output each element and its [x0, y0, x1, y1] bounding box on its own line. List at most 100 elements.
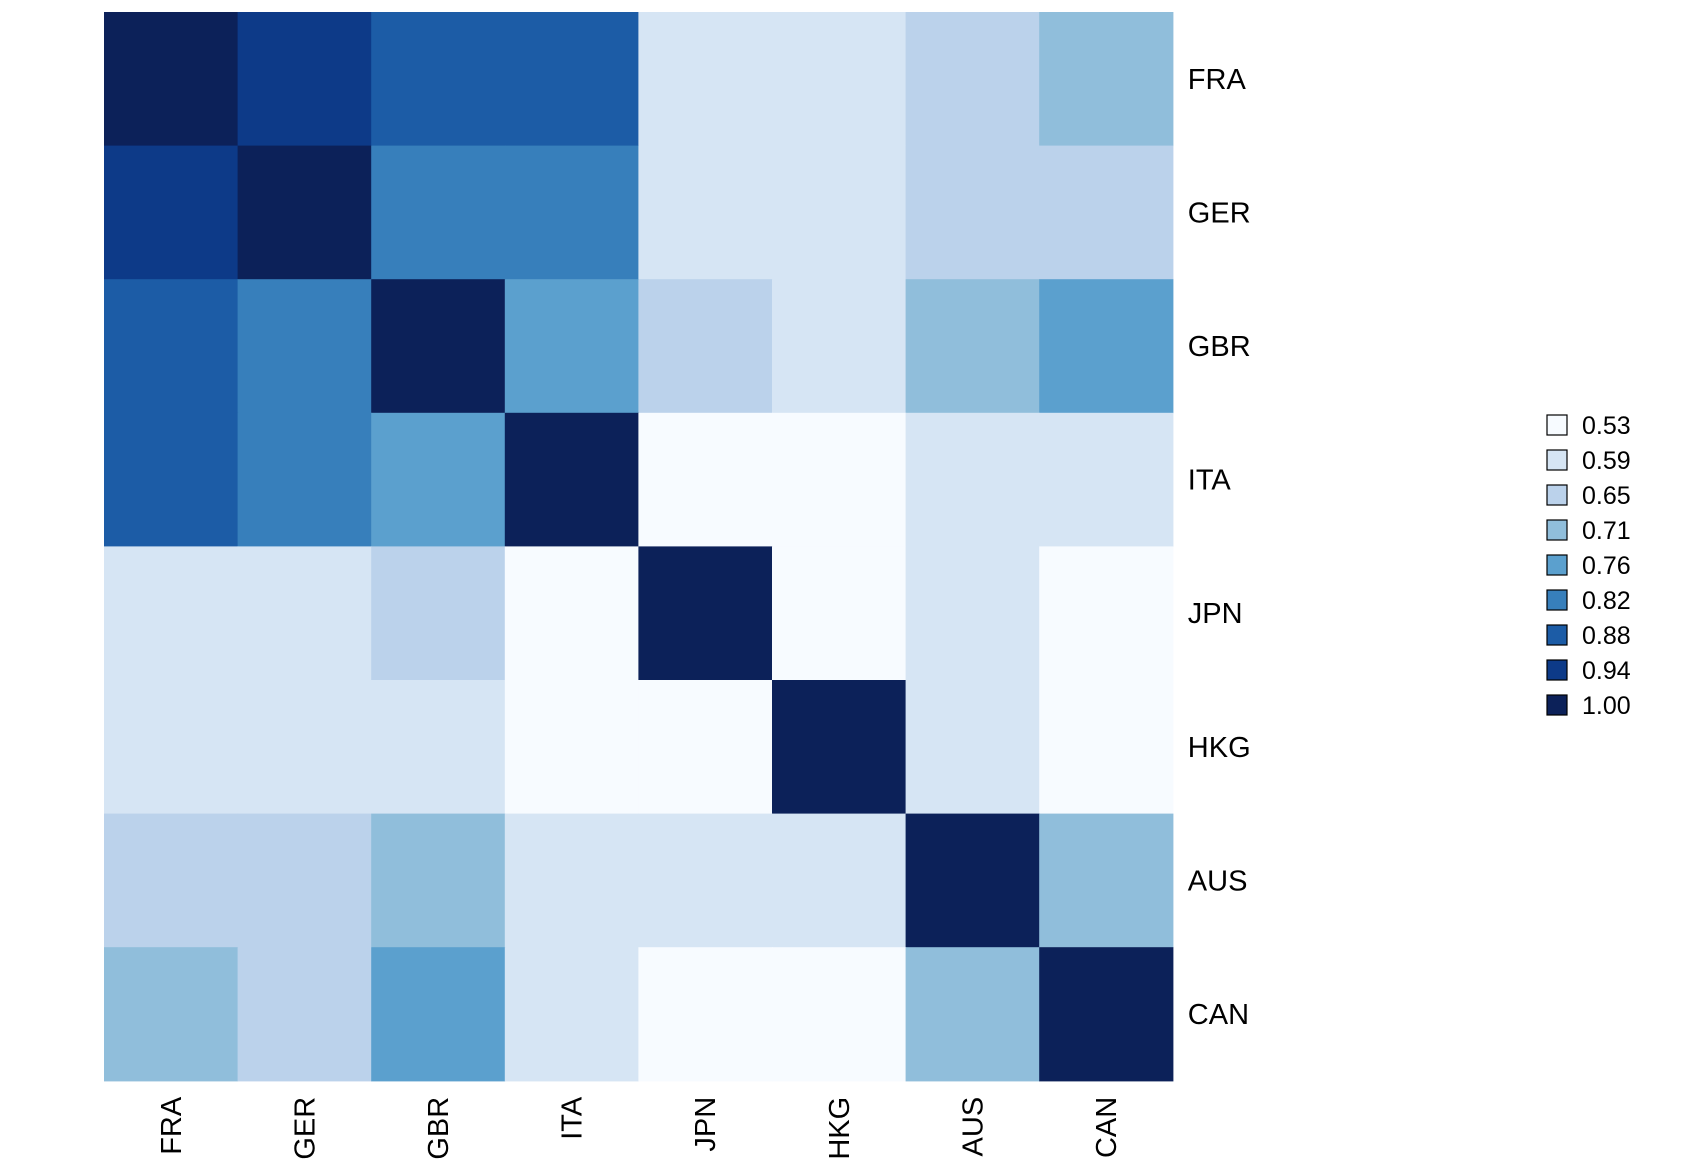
heatmap-cell-aus-jpn — [638, 813, 773, 948]
legend-swatch-1 — [1546, 449, 1568, 471]
legend-label-5: 0.82 — [1582, 587, 1631, 615]
column-label-can: CAN — [1091, 1097, 1123, 1158]
legend-swatch-7 — [1546, 659, 1568, 681]
legend-label-0: 0.53 — [1582, 412, 1631, 440]
column-label-ita: ITA — [557, 1096, 589, 1140]
heatmap-cell-gbr-ita — [504, 279, 639, 414]
heatmap-cell-gbr-fra — [104, 279, 239, 414]
heatmap-cell-aus-aus — [905, 813, 1040, 948]
heatmap-cell-fra-gbr — [371, 12, 506, 147]
legend-swatch-8 — [1546, 694, 1568, 716]
heatmap-cell-aus-fra — [104, 813, 239, 948]
heatmap-cell-ita-ger — [237, 412, 372, 547]
legend: 0.53 0.59 0.65 0.71 0.76 0.82 0.88 0.94 1.00 — [1546, 412, 1631, 720]
heatmap-cell-aus-gbr — [371, 813, 506, 948]
legend-swatch-6 — [1546, 624, 1568, 646]
heatmap-cell-aus-ita — [504, 813, 639, 948]
heatmap-cell-hkg-ita — [504, 680, 639, 815]
column-labels: FRA GER GBR ITA JPN HKG AUS CAN — [156, 1096, 1123, 1160]
heatmap-cell-can-hkg — [772, 947, 907, 1082]
row-label-gbr: GBR — [1188, 331, 1251, 363]
heatmap-cell-can-aus — [905, 947, 1040, 1082]
heatmap-cell-ger-fra — [104, 145, 239, 280]
heatmap-cell-ita-ita — [504, 412, 639, 547]
row-label-jpn: JPN — [1188, 598, 1243, 630]
column-label-aus: AUS — [957, 1097, 989, 1157]
heatmap-cell-jpn-jpn — [638, 546, 773, 681]
heatmap-cell-ger-ger — [237, 145, 372, 280]
heatmap-cell-ger-aus — [905, 145, 1040, 280]
heatmap-cell-jpn-gbr — [371, 546, 506, 681]
heatmap-cell-aus-hkg — [772, 813, 907, 948]
heatmap-cell-hkg-aus — [905, 680, 1040, 815]
heatmap-cell-fra-fra — [104, 12, 239, 147]
heatmap-cell-fra-can — [1039, 12, 1174, 147]
legend-swatch-3 — [1546, 519, 1568, 541]
legend-label-3: 0.71 — [1582, 517, 1631, 545]
heatmap-cell-hkg-gbr — [371, 680, 506, 815]
legend-label-8: 1.00 — [1582, 692, 1631, 720]
column-label-ger: GER — [289, 1097, 321, 1160]
heatmap-cell-jpn-aus — [905, 546, 1040, 681]
heatmap-cell-ger-can — [1039, 145, 1174, 280]
heatmap-cell-hkg-hkg — [772, 680, 907, 815]
heatmap-cell-ger-hkg — [772, 145, 907, 280]
row-label-fra: FRA — [1188, 64, 1247, 96]
heatmap-cell-jpn-hkg — [772, 546, 907, 681]
heatmap-cell-gbr-can — [1039, 279, 1174, 414]
heatmap-cell-ita-jpn — [638, 412, 773, 547]
heatmap-cell-can-gbr — [371, 947, 506, 1082]
row-label-can: CAN — [1188, 999, 1249, 1031]
heatmap-cell-hkg-fra — [104, 680, 239, 815]
heatmap-cell-fra-hkg — [772, 12, 907, 147]
legend-swatch-2 — [1546, 484, 1568, 506]
heatmap-cell-can-jpn — [638, 947, 773, 1082]
column-label-hkg: HKG — [824, 1097, 856, 1160]
heatmap-cell-jpn-can — [1039, 546, 1174, 681]
heatmap-cell-jpn-fra — [104, 546, 239, 681]
heatmap-cell-jpn-ita — [504, 546, 639, 681]
heatmap-cell-ita-gbr — [371, 412, 506, 547]
heatmap-cell-ita-can — [1039, 412, 1174, 547]
heatmap-cell-ita-aus — [905, 412, 1040, 547]
legend-label-1: 0.59 — [1582, 447, 1631, 475]
heatmap-cell-aus-ger — [237, 813, 372, 948]
heatmap-cell-hkg-can — [1039, 680, 1174, 815]
heatmap-cell-can-ger — [237, 947, 372, 1082]
heatmap-cell-fra-ita — [504, 12, 639, 147]
heatmap-cell-ger-gbr — [371, 145, 506, 280]
heatmap-cell-ger-jpn — [638, 145, 773, 280]
row-label-hkg: HKG — [1188, 732, 1251, 764]
heatmap-cell-ita-fra — [104, 412, 239, 547]
heatmap-cell-can-can — [1039, 947, 1174, 1082]
heatmap-cells — [104, 12, 1174, 1082]
heatmap-cell-fra-aus — [905, 12, 1040, 147]
heatmap-cell-hkg-ger — [237, 680, 372, 815]
row-label-ger: GER — [1188, 197, 1251, 229]
heatmap-cell-gbr-gbr — [371, 279, 506, 414]
heatmap-cell-aus-can — [1039, 813, 1174, 948]
legend-label-6: 0.88 — [1582, 622, 1631, 650]
heatmap-cell-can-fra — [104, 947, 239, 1082]
heatmap-cell-gbr-ger — [237, 279, 372, 414]
heatmap-cell-fra-ger — [237, 12, 372, 147]
heatmap-cell-hkg-jpn — [638, 680, 773, 815]
legend-label-7: 0.94 — [1582, 657, 1631, 685]
row-labels: FRA GER GBR ITA JPN HKG AUS CAN — [1188, 64, 1251, 1031]
legend-label-4: 0.76 — [1582, 552, 1631, 580]
row-label-ita: ITA — [1188, 465, 1232, 497]
legend-swatch-5 — [1546, 589, 1568, 611]
heatmap-cell-can-ita — [504, 947, 639, 1082]
heatmap-cell-ger-ita — [504, 145, 639, 280]
legend-swatch-4 — [1546, 554, 1568, 576]
heatmap-cell-fra-jpn — [638, 12, 773, 147]
column-label-gbr: GBR — [423, 1097, 455, 1160]
heatmap-cell-jpn-ger — [237, 546, 372, 681]
heatmap-cell-ita-hkg — [772, 412, 907, 547]
heatmap-cell-gbr-hkg — [772, 279, 907, 414]
legend-label-2: 0.65 — [1582, 482, 1631, 510]
legend-swatch-0 — [1546, 414, 1568, 436]
row-label-aus: AUS — [1188, 865, 1248, 897]
heatmap-cell-gbr-jpn — [638, 279, 773, 414]
